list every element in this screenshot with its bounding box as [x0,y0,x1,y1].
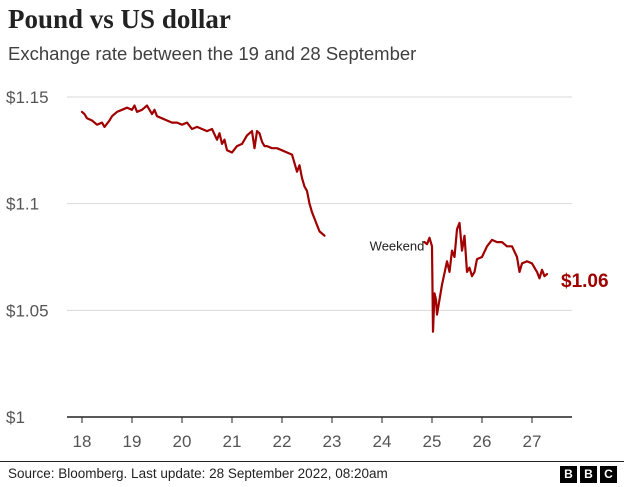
chart-title: Pound vs US dollar [8,4,231,34]
logo-letter-c: C [600,466,617,483]
x-tick-label: 18 [73,432,92,451]
chart-subtitle: Exchange rate between the 19 and 28 Sept… [8,43,417,64]
source-note: Source: Bloomberg. Last update: 28 Septe… [8,466,388,481]
x-axis: 18 19 20 21 22 23 24 25 26 27 [73,417,542,451]
x-tick-label: 21 [223,432,242,451]
x-tick-label: 22 [273,432,292,451]
line-chart: $1 $1.05 $1.1 $1.15 18 19 20 21 22 23 24 25 26 27 We… [6,88,609,451]
logo-letter-b2: B [580,466,597,483]
y-tick-label: $1.15 [6,88,49,107]
x-tick-label: 23 [323,432,342,451]
gridlines [67,96,572,418]
y-axis-ticks: $1 $1.05 $1.1 $1.15 [6,88,49,427]
bbc-logo: B B C [560,466,617,483]
x-tick-label: 20 [173,432,192,451]
series-lines [80,104,549,333]
weekend-annotation: Weekend [370,239,425,254]
logo-letter-b1: B [560,466,577,483]
x-tick-label: 24 [373,432,392,451]
x-tick-label: 19 [123,432,142,451]
footer-divider [0,461,624,462]
x-tick-label: 25 [423,432,442,451]
last-value-label: $1.06 [561,271,609,292]
y-tick-label: $1.05 [6,301,49,320]
y-tick-label: $1 [6,408,25,427]
y-tick-label: $1.1 [6,195,39,214]
series-line-segment-2 [423,221,549,333]
x-tick-label: 27 [523,432,542,451]
series-line-segment-1 [80,104,326,237]
annotations: Weekend $1.06 [370,239,609,292]
x-tick-label: 26 [473,432,492,451]
